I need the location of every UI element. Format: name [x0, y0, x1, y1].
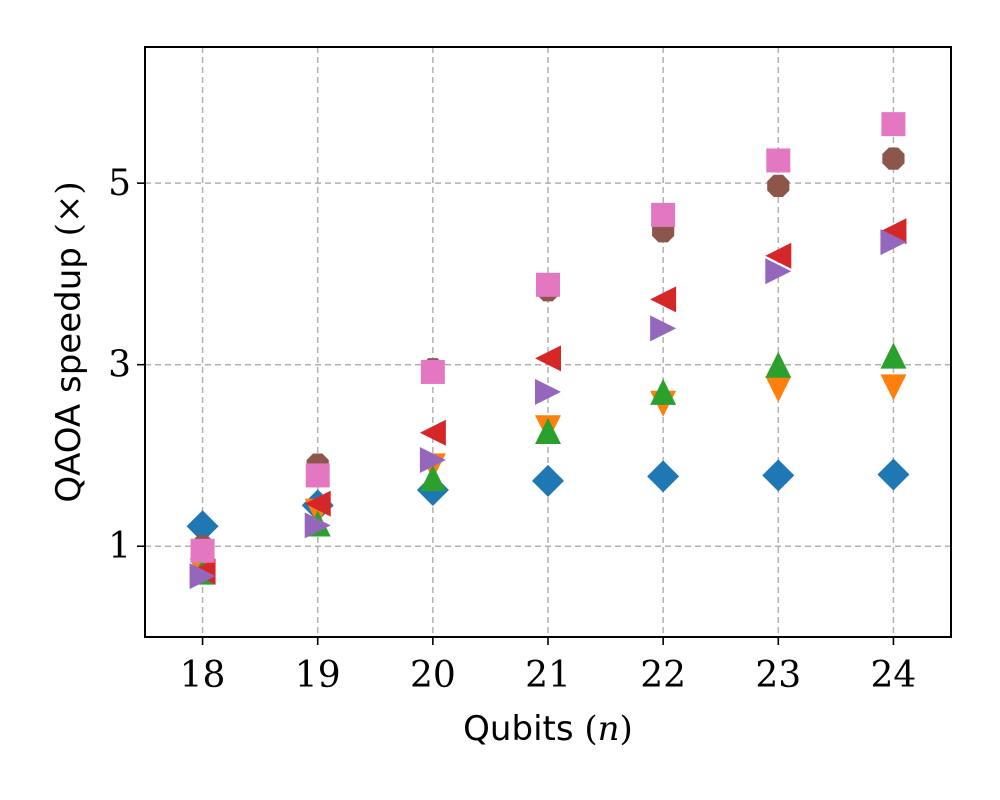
triangle-down-point: [880, 374, 907, 401]
triangle-right-point: [419, 447, 446, 473]
square-point: [881, 112, 906, 137]
x-tick-label: 24: [871, 655, 917, 696]
triangle-up-point: [880, 342, 907, 369]
marks-layer: [186, 112, 910, 590]
octagon-point: [882, 147, 905, 170]
square-point: [536, 272, 560, 297]
triangle-up-point: [419, 465, 446, 492]
x-tick-label: 18: [180, 655, 226, 696]
x-tick-label: 21: [525, 655, 571, 696]
triangle-down-point: [765, 376, 792, 403]
x-tick-label: 23: [755, 655, 801, 696]
series-square: [190, 112, 906, 563]
square-point: [766, 148, 791, 173]
triangle-up-point: [765, 351, 792, 378]
ticks-layer: 18 19 20 21 22 23 24 1 3 5: [108, 163, 916, 696]
triangle-right-point: [304, 512, 331, 539]
y-axis-label: QAOA speedup (×): [49, 181, 89, 502]
triangle-up-point: [535, 417, 561, 444]
triangle-right-point: [650, 315, 677, 342]
diamond-point: [762, 459, 795, 492]
x-tick-label: 22: [640, 655, 686, 696]
x-axis-label: Qubits (n): [463, 709, 633, 749]
triangle-left-point: [765, 242, 792, 269]
triangle-left-point: [419, 419, 446, 446]
triangle-left-point: [535, 345, 561, 372]
series-triangle-right: [189, 229, 907, 590]
diamond-point: [877, 458, 910, 491]
x-tick-label: 19: [295, 655, 341, 696]
octagon-point: [767, 174, 790, 197]
y-tick-label: 3: [108, 345, 131, 386]
y-tick-label: 1: [108, 526, 131, 567]
triangle-right-point: [880, 229, 907, 256]
diamond-point: [532, 464, 564, 497]
x-tick-label: 20: [410, 655, 456, 696]
triangle-right-point: [535, 378, 561, 405]
square-point: [190, 538, 215, 563]
triangle-left-point: [304, 490, 331, 517]
diamond-point: [647, 460, 680, 493]
square-point: [305, 463, 330, 488]
triangle-right-point: [189, 563, 216, 590]
diamond-point: [186, 510, 219, 543]
triangle-up-point: [650, 378, 677, 405]
grid-layer: [145, 47, 951, 637]
y-tick-label: 5: [108, 163, 131, 204]
triangle-left-point: [650, 286, 677, 313]
triangle-right-point: [765, 258, 792, 285]
triangle-left-point: [880, 218, 907, 245]
square-point: [651, 202, 676, 227]
square-point: [420, 359, 445, 384]
